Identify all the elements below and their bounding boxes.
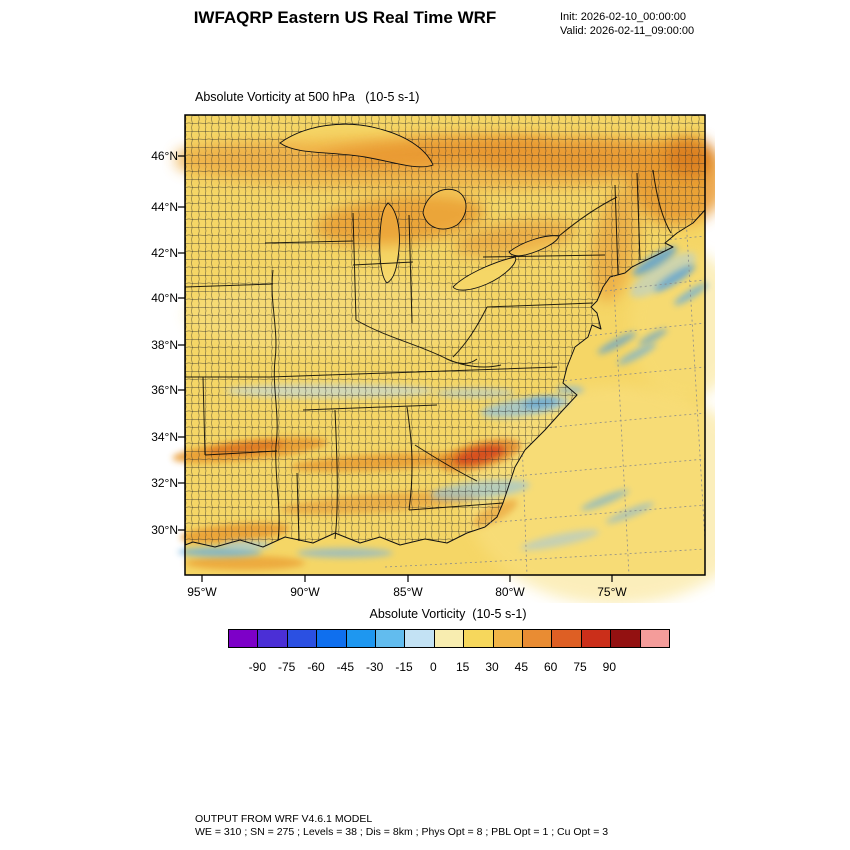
lon-tick-label: 75°W — [597, 585, 627, 599]
colorbar-cell — [257, 630, 287, 647]
valid-timestamp: Valid: 2026-02-11_09:00:00 — [560, 25, 695, 37]
lat-tick-label: 40°N — [151, 291, 178, 305]
map-plot: 46°N 44°N 42°N 40°N 38°N 36°N 34°N 32°N … — [151, 114, 715, 603]
colorbar-cells — [228, 629, 670, 648]
great-lakes-outline — [279, 123, 560, 291]
colorbar-cell — [316, 630, 346, 647]
colorbar-cell — [492, 630, 523, 647]
lon-tick-label: 85°W — [393, 585, 423, 599]
colorbar-title: Absolute Vorticity (10-5 s-1) — [369, 607, 527, 621]
colorbar-cell — [580, 630, 611, 647]
lat-tick-label: 46°N — [151, 149, 178, 163]
colorbar-cell — [286, 630, 317, 647]
colorbar-tick-label: 45 — [514, 660, 529, 674]
lat-tick-label: 36°N — [151, 383, 178, 397]
colorbar-tick-label: -45 — [336, 660, 354, 674]
colorbar-tick-label: 60 — [543, 660, 558, 674]
lat-tick-label: 34°N — [151, 430, 178, 444]
timestamps: Init: 2026-02-10_00:00:00 Valid: 2026-02… — [560, 10, 694, 38]
lat-tick-label: 32°N — [151, 476, 178, 490]
coastline — [184, 209, 706, 548]
footer-model-line: OUTPUT FROM WRF V4.6.1 MODEL — [195, 813, 373, 825]
colorbar-tick-label: -60 — [307, 660, 325, 674]
lat-tick-label: 42°N — [151, 246, 178, 260]
init-timestamp: Init: 2026-02-10_00:00:00 — [560, 11, 686, 23]
colorbar-cell — [551, 630, 581, 647]
lat-tick-label: 44°N — [151, 200, 178, 214]
colorbar-cell — [610, 630, 640, 647]
colorbar-tick-label: -90 — [248, 660, 266, 674]
colorbar-labels: -90 -75 -60 -45 -30 -15 0 15 30 45 60 75 90 — [228, 660, 668, 676]
graticule — [384, 210, 705, 575]
colorbar-cell — [639, 630, 670, 647]
colorbar-cell — [522, 630, 552, 647]
colorbar-tick-label: 30 — [485, 660, 499, 674]
lat-tick-label: 30°N — [151, 523, 178, 537]
lon-tick-label: 95°W — [187, 585, 217, 599]
colorbar-cell — [404, 630, 434, 647]
colorbar-cell — [345, 630, 376, 647]
colorbar-cell — [433, 630, 464, 647]
colorbar-tick-label: -30 — [365, 660, 384, 674]
colorbar-cell — [375, 630, 405, 647]
footer-config-line: WE = 310 ; SN = 275 ; Levels = 38 ; Dis … — [195, 826, 609, 838]
axis-ticks — [178, 155, 613, 582]
plot-main-title: IWFAQRP Eastern US Real Time WRF — [193, 8, 497, 27]
colorbar-tick-label: -75 — [277, 660, 296, 674]
lon-tick-label: 80°W — [495, 585, 525, 599]
field-title: Absolute Vorticity at 500 hPa (10-5 s-1) — [195, 90, 420, 104]
colorbar-tick-label: 90 — [602, 660, 617, 674]
colorbar-tick-label: 0 — [429, 660, 437, 674]
lat-tick-label: 38°N — [151, 338, 178, 352]
lon-tick-label: 90°W — [290, 585, 320, 599]
colorbar-tick-label: 15 — [455, 660, 470, 674]
colorbar-tick-label: -15 — [395, 660, 413, 674]
colorbar-tick-label: 75 — [573, 660, 587, 674]
colorbar-cell — [229, 630, 258, 647]
colorbar-cell — [463, 630, 493, 647]
state-boundaries — [184, 169, 672, 542]
